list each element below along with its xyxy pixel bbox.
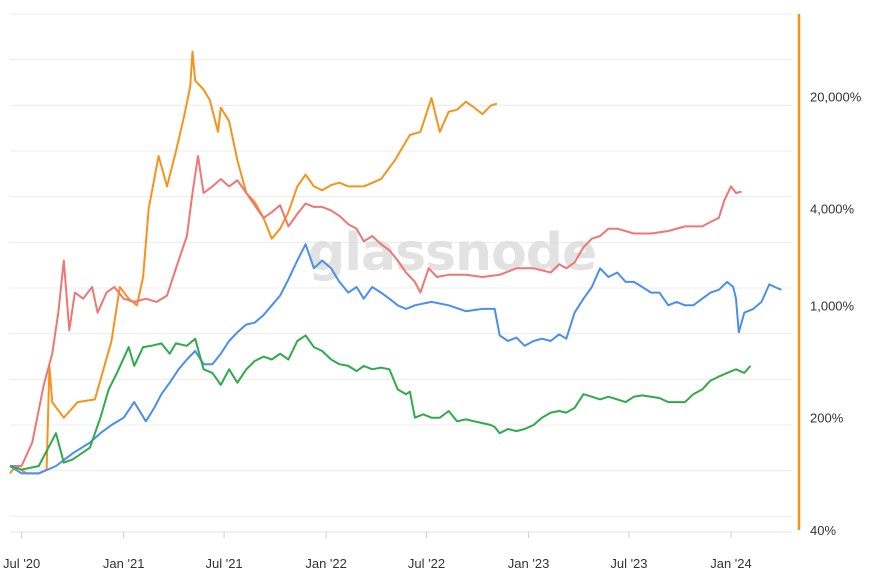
series-line-4 bbox=[9, 334, 752, 471]
series-line-1 bbox=[9, 50, 498, 475]
series-line-3 bbox=[9, 243, 782, 475]
y-axis-ticks: 40% 200% 1,000% 4,000% 20,000% bbox=[810, 89, 862, 538]
series-line-2 bbox=[10, 155, 742, 467]
y-tick-label: 1,000% bbox=[810, 298, 855, 313]
x-tick-label: Jul '21 bbox=[205, 556, 242, 571]
x-tick-label: Jan '23 bbox=[508, 556, 550, 571]
grid-lines bbox=[10, 13, 792, 517]
y-tick-label: 40% bbox=[810, 523, 836, 538]
x-tick-label: Jul '20 bbox=[3, 556, 40, 571]
x-tick-label: Jan '24 bbox=[710, 556, 752, 571]
x-axis-ticks: Jul '20 Jan '21 Jul '21 Jan '22 Jul '22 Jan '… bbox=[3, 532, 752, 571]
x-tick-label: Jul '23 bbox=[610, 556, 647, 571]
x-tick-label: Jan '21 bbox=[103, 556, 145, 571]
y-tick-label: 20,000% bbox=[810, 89, 862, 104]
series-lines bbox=[9, 50, 782, 475]
x-tick-label: Jul '22 bbox=[408, 556, 445, 571]
y-tick-label: 200% bbox=[810, 411, 844, 426]
x-tick-label: Jan '22 bbox=[305, 556, 347, 571]
y-tick-label: 4,000% bbox=[810, 202, 855, 217]
